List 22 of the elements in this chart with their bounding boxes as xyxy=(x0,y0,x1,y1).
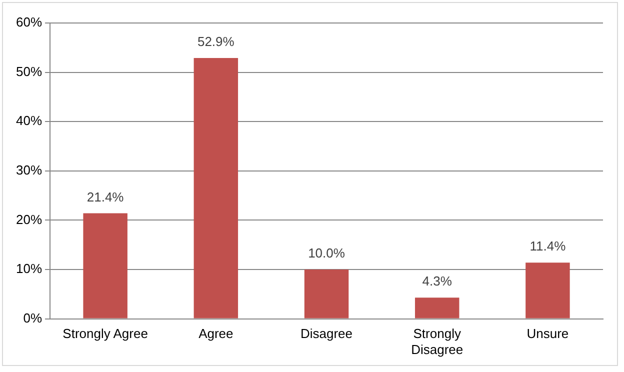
bar xyxy=(83,213,128,318)
bar xyxy=(526,262,570,318)
data-label: 21.4% xyxy=(86,189,124,204)
y-tick-label: 30% xyxy=(16,162,42,178)
bar xyxy=(414,298,460,318)
x-tick-label: Agree xyxy=(198,326,234,342)
x-tick-label: Disagree xyxy=(300,326,353,342)
data-label: 11.4% xyxy=(530,238,566,254)
y-tick-label: 0% xyxy=(23,310,42,326)
y-tick-label: 20% xyxy=(16,212,42,227)
y-tick-label: 60% xyxy=(16,14,42,30)
data-label: 10.0% xyxy=(308,246,346,261)
x-tick-label: Strongly Agree xyxy=(62,326,148,342)
data-label: 4.3% xyxy=(422,274,452,289)
x-tick-label: Unsure xyxy=(526,326,569,342)
bar xyxy=(304,270,349,318)
x-tick-label: Strongly Disagree xyxy=(411,326,464,357)
y-tick-label: 40% xyxy=(16,113,42,128)
y-tick-label: 10% xyxy=(16,261,42,276)
y-tick-label: 50% xyxy=(16,64,42,79)
bar xyxy=(194,58,238,318)
data-label: 52.9% xyxy=(197,34,235,50)
